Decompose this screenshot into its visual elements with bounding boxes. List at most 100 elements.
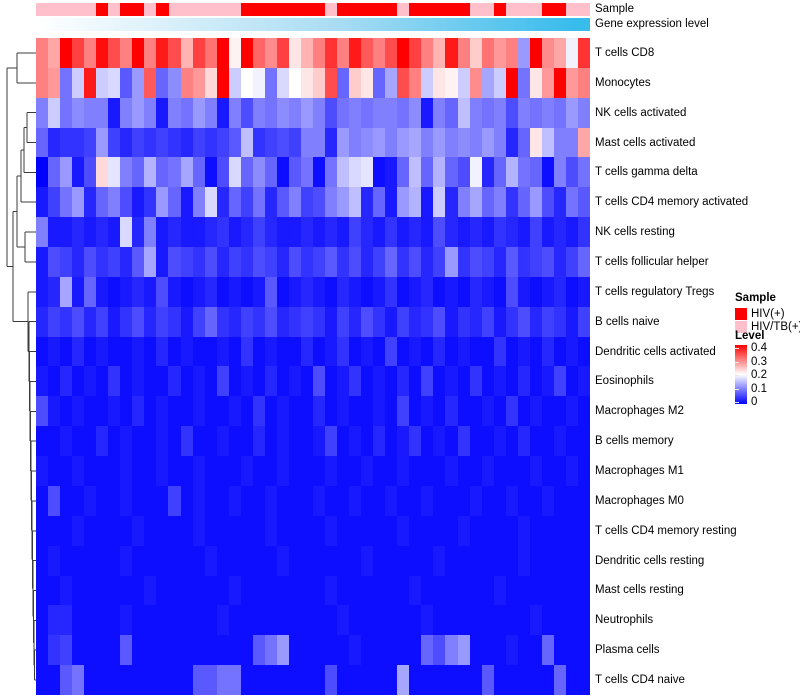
heatmap-cell	[505, 426, 518, 457]
heatmap-cell	[240, 456, 253, 486]
heatmap-cell	[36, 97, 49, 128]
heatmap-cell	[276, 485, 289, 516]
heatmap-cell	[300, 157, 313, 188]
sample-annotation-cell	[240, 3, 253, 16]
heatmap-cell	[421, 67, 434, 98]
heatmap-cell	[84, 456, 97, 486]
heatmap-cell	[481, 396, 494, 427]
heatmap-cell	[481, 38, 494, 68]
heatmap-cell	[577, 247, 590, 277]
heatmap-cell	[288, 306, 301, 337]
heatmap-cell	[312, 38, 326, 68]
heatmap-cell	[505, 635, 518, 666]
heatmap-cell	[445, 157, 458, 188]
heatmap-cell	[252, 665, 265, 695]
heatmap-cell	[264, 67, 277, 98]
sample-annotation-cell	[409, 3, 422, 16]
heatmap-cell	[481, 97, 494, 128]
heatmap-cell	[457, 306, 470, 337]
heatmap-cell	[60, 366, 73, 397]
heatmap-cell	[72, 97, 85, 128]
heatmap-cell	[373, 485, 386, 516]
heatmap-cell	[565, 38, 578, 68]
heatmap-cell	[409, 157, 422, 188]
heatmap-cell	[361, 97, 374, 128]
heatmap-cell	[216, 485, 229, 516]
heatmap-cell	[108, 247, 121, 277]
heatmap-cell	[397, 276, 410, 307]
heatmap-cell	[397, 67, 410, 98]
heatmap-cell	[252, 635, 265, 666]
heatmap-cell	[517, 217, 530, 248]
heatmap-cell	[505, 97, 518, 128]
heatmap-cell	[529, 306, 542, 337]
level-colorbar-wrap: 0.4 0.3 0.2 0.1 0	[735, 342, 795, 408]
heatmap-cell	[180, 336, 193, 367]
heatmap-cell	[276, 515, 289, 546]
heatmap-cell	[481, 665, 494, 695]
heatmap-cell	[216, 97, 229, 128]
heatmap-cell	[132, 545, 145, 576]
heatmap-cell	[421, 515, 434, 546]
heatmap-cell	[421, 426, 434, 457]
heatmap-cell	[577, 426, 590, 457]
heatmap-cell	[505, 157, 518, 188]
heatmap-cell	[529, 97, 542, 128]
heatmap-cell	[96, 635, 109, 666]
heatmap-cell	[84, 247, 97, 277]
heatmap-cell	[385, 635, 398, 666]
heatmap-cell	[192, 97, 205, 128]
heatmap-cell	[300, 276, 313, 307]
heatmap-cell	[108, 67, 121, 98]
heatmap-cell	[469, 247, 482, 277]
heatmap-cell	[36, 306, 49, 337]
heatmap-cell	[433, 366, 446, 397]
heatmap-cell	[192, 67, 205, 98]
heatmap-cell	[252, 575, 265, 606]
sample-annotation-cell	[578, 3, 591, 16]
sample-annotation-cell	[469, 3, 482, 16]
heatmap-cell	[300, 605, 313, 636]
heatmap-cell	[252, 366, 265, 397]
heatmap-cell	[48, 336, 61, 367]
sample-annotation-cell	[228, 3, 241, 16]
heatmap-cell	[457, 276, 470, 307]
heatmap-cell	[144, 157, 157, 188]
heatmap-cell	[276, 635, 289, 666]
heatmap-cell	[577, 635, 590, 666]
heatmap-cell	[433, 38, 446, 68]
heatmap-cell	[168, 127, 181, 158]
heatmap-cell	[36, 336, 49, 367]
sample-annotation-cell	[204, 3, 217, 16]
heatmap-cell	[433, 485, 446, 516]
heatmap-cell	[337, 97, 350, 128]
heatmap-cell	[312, 127, 326, 158]
heatmap-cell	[577, 665, 590, 695]
heatmap-cell	[36, 665, 49, 695]
heatmap-cell	[108, 157, 121, 188]
colorbar-tick-mark	[735, 375, 739, 376]
heatmap-cell	[385, 247, 398, 277]
heatmap-cell	[120, 635, 133, 666]
heatmap-cell	[132, 396, 145, 427]
heatmap-cell	[433, 396, 446, 427]
heatmap-cell	[240, 38, 253, 68]
heatmap-cell	[349, 575, 362, 606]
heatmap-cell	[529, 426, 542, 457]
heatmap-cell	[180, 635, 193, 666]
heatmap-cell	[517, 127, 530, 158]
heatmap-cell	[240, 396, 253, 427]
heatmap-cell	[168, 366, 181, 397]
heatmap-cell	[457, 665, 470, 695]
heatmap-cell	[120, 545, 133, 576]
heatmap-cell	[325, 485, 338, 516]
heatmap-cell	[72, 38, 85, 68]
heatmap-cell	[228, 247, 241, 277]
heatmap-cell	[517, 665, 530, 695]
heatmap-cell	[529, 665, 542, 695]
sample-annotation-cell	[397, 3, 410, 16]
heatmap-cell	[168, 426, 181, 457]
heatmap-cell	[361, 665, 374, 695]
heatmap-cell	[541, 545, 554, 576]
heatmap-cell	[373, 97, 386, 128]
